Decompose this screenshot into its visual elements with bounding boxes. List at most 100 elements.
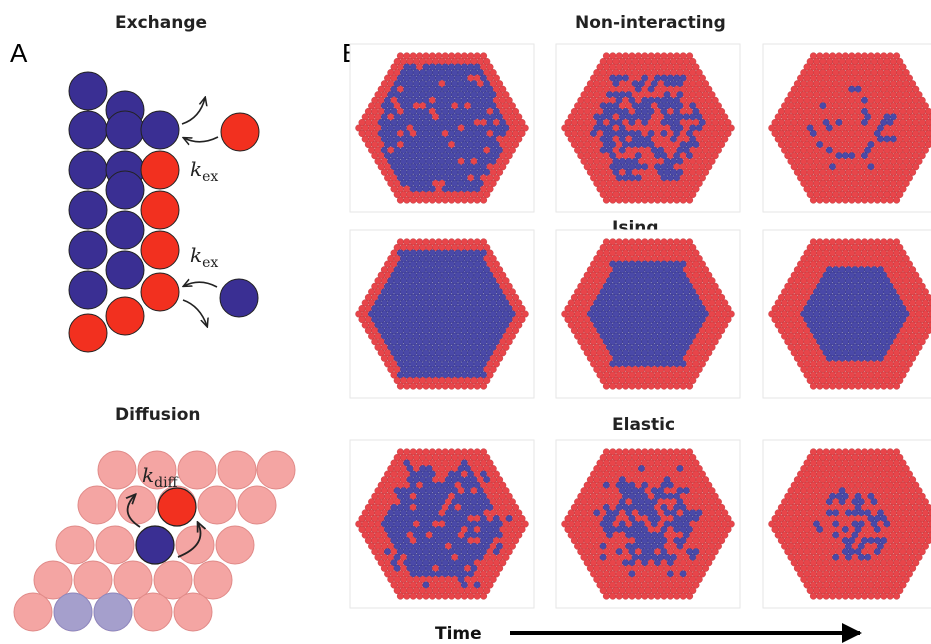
lattice-site [256, 450, 296, 490]
blue-atom [68, 270, 108, 310]
blue-atom [105, 250, 145, 290]
exchange-rate-label-bottom: kex [190, 243, 219, 271]
diffusion-arrow-left [128, 495, 141, 528]
nanoparticle-snapshot [349, 43, 535, 213]
red-site [686, 52, 694, 60]
red-site [502, 157, 510, 165]
red-site [496, 80, 504, 88]
red-site [502, 91, 510, 99]
red-site [702, 80, 710, 88]
red-site [505, 152, 513, 160]
red-site [698, 74, 706, 82]
red-site [492, 74, 500, 82]
lattice-site [237, 485, 277, 525]
red-site [486, 185, 494, 193]
red-site [714, 102, 722, 110]
incoming-red-atom [220, 112, 260, 152]
lattice-site [97, 450, 137, 490]
blue-atom [140, 110, 180, 150]
time-label: Time [435, 624, 482, 644]
red-atom [68, 313, 108, 353]
lattice-site [13, 592, 53, 632]
lattice-site [33, 560, 73, 600]
exchange-rate-label-top: kex [190, 157, 219, 185]
red-site [508, 102, 516, 110]
red-site [512, 107, 520, 115]
lattice-site [53, 592, 93, 632]
red-site [483, 58, 491, 66]
exchange-title: Exchange [115, 13, 208, 33]
lattice-site [197, 485, 237, 525]
red-atom [140, 150, 180, 190]
row-title-non-interacting: Non-interacting [575, 13, 726, 33]
blue-atom [68, 71, 108, 111]
red-site [521, 124, 529, 132]
incoming-blue-atom [219, 278, 259, 318]
exchange-arrow-in-top [184, 136, 219, 142]
diffusing-blue-atom [135, 525, 175, 565]
red-site [489, 69, 497, 77]
lattice-site [133, 592, 173, 632]
red-site [718, 107, 726, 115]
lattice-site [153, 560, 193, 600]
lattice-site [117, 485, 157, 525]
red-site [518, 129, 526, 137]
lattice-site [193, 560, 233, 600]
red-site [724, 129, 732, 137]
lattice-site [177, 450, 217, 490]
row-title-elastic: Elastic [612, 415, 676, 435]
blue-atom [105, 170, 145, 210]
diffusing-red-atom [157, 487, 197, 527]
red-site [492, 174, 500, 182]
red-site [505, 96, 513, 104]
red-site [480, 52, 488, 60]
lattice-site [93, 592, 133, 632]
red-site [483, 190, 491, 198]
diffusion-rate-label: kdiff [142, 463, 178, 491]
lattice-site [55, 525, 95, 565]
red-site [499, 163, 507, 171]
lattice-site [77, 485, 117, 525]
red-site [518, 118, 526, 126]
lattice-site [175, 525, 215, 565]
lattice-site [95, 525, 135, 565]
exchange-arrow-in-bottom [184, 282, 218, 288]
lattice-site [73, 560, 113, 600]
red-site [695, 69, 703, 77]
red-site [727, 124, 735, 132]
red-site [508, 146, 516, 154]
exchange-arrow-out-top [181, 98, 205, 125]
blue-atom [68, 230, 108, 270]
red-atom [140, 190, 180, 230]
lattice-site [215, 525, 255, 565]
blue-atom [105, 210, 145, 250]
red-site [721, 113, 729, 121]
red-atom [140, 272, 180, 312]
red-site [489, 179, 497, 187]
exchange-arrow-out-bottom [182, 299, 207, 326]
red-site [515, 113, 523, 121]
lattice-site [217, 450, 257, 490]
red-site [721, 135, 729, 143]
lattice-site [137, 450, 177, 490]
red-site [499, 85, 507, 93]
red-site [515, 135, 523, 143]
red-site [496, 168, 504, 176]
red-site [708, 91, 716, 99]
red-site [711, 96, 719, 104]
red-site [486, 63, 494, 71]
diffusion-arrow-right [177, 523, 201, 558]
red-site [689, 58, 697, 66]
blue-atom [68, 190, 108, 230]
lattice-site [173, 592, 213, 632]
red-site [480, 196, 488, 204]
red-site [512, 141, 520, 149]
red-atom [140, 230, 180, 270]
red-site [718, 141, 726, 149]
red-site [724, 118, 732, 126]
red-site [705, 85, 713, 93]
red-site [692, 63, 700, 71]
